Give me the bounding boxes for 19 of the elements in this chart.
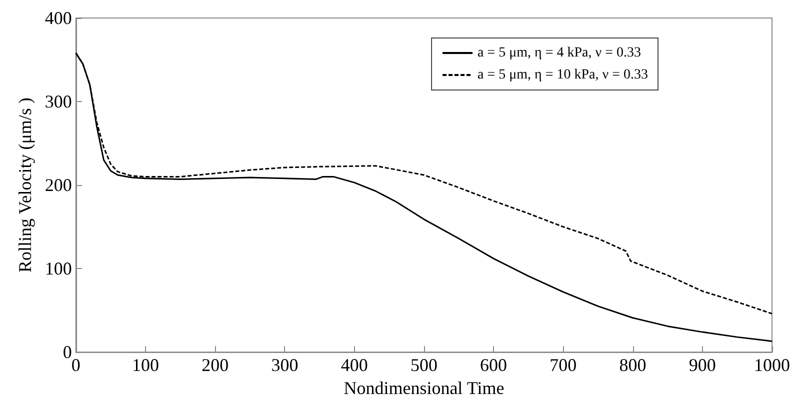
y-tick-label: 300 [44,92,72,112]
y-tick-label: 200 [44,175,72,196]
legend-label: a = 5 μm, η = 10 kPa, ν = 0.33 [478,68,648,82]
y-tick-label: 400 [44,8,72,28]
x-tick-label: 900 [688,355,716,376]
x-tick-label: 200 [202,355,229,376]
x-tick-label: 700 [550,355,577,376]
y-tick-label: 100 [44,258,72,279]
legend-label: a = 5 μm, η = 4 kPa, ν = 0.33 [478,46,642,60]
x-tick-label: 600 [480,355,508,376]
x-tick-label: 1000 [754,355,790,376]
x-tick-label: 800 [619,355,646,376]
x-tick-label: 100 [132,355,160,376]
x-tick-label: 300 [271,355,298,376]
x-axis-title: Nondimensional Time [344,378,504,398]
x-tick-label: 400 [340,355,368,376]
y-axis-title: Rolling Velocity (μm/s ) [15,98,35,272]
y-tick-label: 0 [62,342,72,362]
x-tick-label: 500 [410,355,438,376]
